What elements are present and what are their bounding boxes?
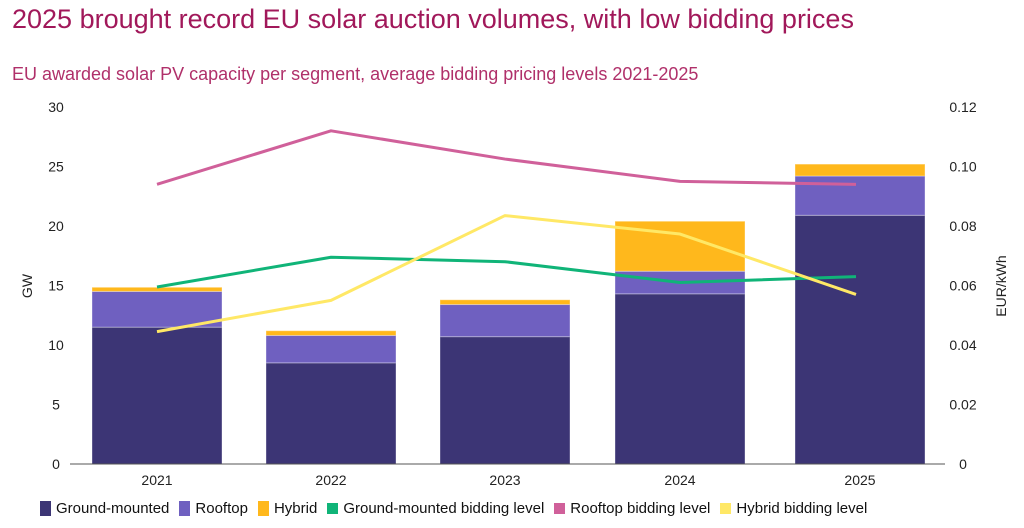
y2-tick-label: 0.04 (949, 337, 976, 353)
y-tick-label: 10 (48, 337, 64, 353)
y-tick-label: 5 (52, 397, 60, 413)
chart-subtitle: EU awarded solar PV capacity per segment… (12, 64, 699, 84)
bar-ground-mounted-2021 (91, 326, 223, 465)
bar-ground-mounted-2023 (439, 336, 571, 465)
legend-item: Rooftop (179, 500, 248, 517)
y2-tick-label: 0.08 (949, 218, 976, 234)
legend-label: Rooftop bidding level (570, 500, 711, 517)
bar-rooftop-2023 (439, 304, 571, 338)
line-hybrid-bidding-level (156, 214, 857, 334)
legend-label: Rooftop (195, 500, 248, 517)
y2-tick-label: 0.10 (949, 159, 976, 175)
bar-rooftop-2021 (91, 290, 223, 328)
x-tick-label: 2021 (141, 472, 172, 488)
line-ground-mounted-bidding-level (156, 255, 857, 289)
bar-hybrid-2021 (91, 286, 223, 292)
legend-swatch (40, 501, 51, 516)
x-tick-label: 2025 (844, 472, 875, 488)
bar-hybrid-2023 (439, 299, 571, 306)
x-tick-label: 2023 (489, 472, 520, 488)
legend-swatch (720, 503, 732, 514)
line-rooftop-bidding-level (156, 129, 857, 186)
bar-hybrid-2025 (794, 163, 926, 177)
chart-title: 2025 brought record EU solar auction vol… (12, 4, 854, 34)
legend-item: Ground-mounted (40, 500, 169, 517)
bar-hybrid-2022 (265, 330, 397, 336)
bar-rooftop-2025 (794, 175, 926, 216)
bar-ground-mounted-2025 (794, 214, 926, 465)
legend-item: Hybrid bidding level (720, 500, 867, 517)
legend-label: Ground-mounted bidding level (343, 500, 545, 517)
y-axis-label: GW (19, 273, 35, 298)
legend-swatch (179, 501, 191, 516)
y2-tick-label: 0.02 (949, 397, 976, 413)
x-tick-label: 2024 (664, 472, 695, 488)
y2-tick-label: 0.06 (949, 278, 976, 294)
legend-swatch (327, 503, 339, 514)
x-tick-label: 2022 (315, 472, 346, 488)
legend-swatch (257, 501, 269, 516)
legend-item: Ground-mounted bidding level (327, 500, 544, 517)
legend-item: Hybrid (257, 500, 318, 517)
y-tick-label: 0 (52, 456, 60, 472)
bar-rooftop-2022 (265, 334, 397, 364)
y-tick-label: 25 (48, 159, 64, 175)
legend-item: Rooftop bidding level (554, 500, 710, 517)
y-tick-label: 30 (48, 99, 64, 115)
y-tick-label: 20 (48, 218, 64, 234)
y2-tick-label: 0.12 (949, 99, 976, 115)
y-tick-label: 15 (48, 278, 64, 294)
bar-ground-mounted-2022 (265, 362, 397, 465)
legend-label: Hybrid (273, 500, 318, 517)
legend-label: Ground-mounted (56, 500, 170, 517)
bar-ground-mounted-2024 (614, 293, 746, 465)
legend-swatch (554, 503, 566, 514)
y2-axis-label: EUR/kWh (993, 255, 1009, 316)
y2-tick-label: 0 (959, 456, 967, 472)
legend-label: Hybrid bidding level (736, 500, 868, 517)
legend: Ground-mounted Rooftop Hybrid Ground-mounte… (40, 500, 877, 517)
